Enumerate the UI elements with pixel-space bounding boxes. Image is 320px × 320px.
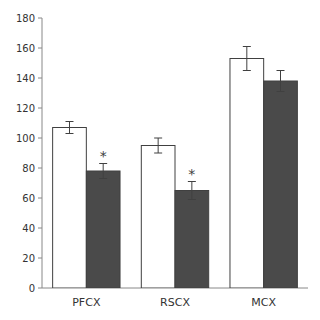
x-tick-label: PFCX — [72, 296, 101, 309]
error-bar — [65, 122, 73, 134]
y-tick-label: 120 — [16, 103, 35, 114]
error-bar-cap — [188, 199, 196, 200]
x-tick-label: MCX — [251, 296, 276, 309]
y-axis-line — [42, 18, 43, 288]
error-bar-cap — [277, 70, 285, 71]
bar — [141, 146, 175, 289]
bar — [86, 171, 120, 288]
error-bar-cap — [154, 153, 162, 154]
chart: 0 20 40 60 80 100 120 140 160 180 PFCX RSCX MCX * * — [0, 0, 320, 320]
y-tick — [38, 168, 42, 169]
annotation: * — [100, 148, 107, 164]
error-bar — [154, 138, 162, 153]
y-tick-label: 100 — [16, 133, 35, 144]
error-bar-stem — [69, 122, 70, 134]
error-bar-cap — [99, 178, 107, 179]
y-tick — [38, 198, 42, 199]
y-tick — [38, 138, 42, 139]
x-tick-label: RSCX — [160, 296, 190, 309]
error-bar-stem — [103, 164, 104, 179]
y-tick-label: 180 — [16, 13, 35, 24]
error-bar-stem — [158, 138, 159, 153]
error-bar — [243, 47, 251, 71]
error-bar-stem — [191, 182, 192, 200]
y-tick-label: 160 — [16, 43, 35, 54]
error-bar — [277, 71, 285, 92]
error-bar-cap — [65, 133, 73, 134]
y-tick-label: 60 — [22, 193, 35, 204]
bar — [264, 81, 298, 288]
error-bar-cap — [65, 121, 73, 122]
error-bar-cap — [243, 70, 251, 71]
y-tick — [38, 258, 42, 259]
error-bar-cap — [243, 46, 251, 47]
bar — [230, 59, 264, 289]
y-tick — [38, 48, 42, 49]
error-bar-cap — [154, 138, 162, 139]
y-tick-label: 20 — [22, 253, 35, 264]
chart-container: 0 20 40 60 80 100 120 140 160 180 PFCX RSCX MCX * * — [0, 0, 320, 320]
y-tick — [38, 78, 42, 79]
bar — [53, 128, 87, 289]
y-tick-label: 0 — [29, 283, 35, 294]
y-tick-label: 40 — [22, 223, 35, 234]
y-tick — [38, 288, 42, 289]
error-bar-cap — [277, 91, 285, 92]
error-bar — [99, 164, 107, 179]
error-bar — [188, 182, 196, 200]
error-bar-stem — [246, 47, 247, 71]
y-tick — [38, 228, 42, 229]
y-tick — [38, 18, 42, 19]
y-tick — [38, 108, 42, 109]
bar — [175, 191, 209, 289]
bars — [53, 47, 298, 289]
error-bar-stem — [280, 71, 281, 92]
annotation: * — [188, 166, 195, 182]
y-tick-label: 140 — [16, 73, 35, 84]
y-tick-label: 80 — [22, 163, 35, 174]
